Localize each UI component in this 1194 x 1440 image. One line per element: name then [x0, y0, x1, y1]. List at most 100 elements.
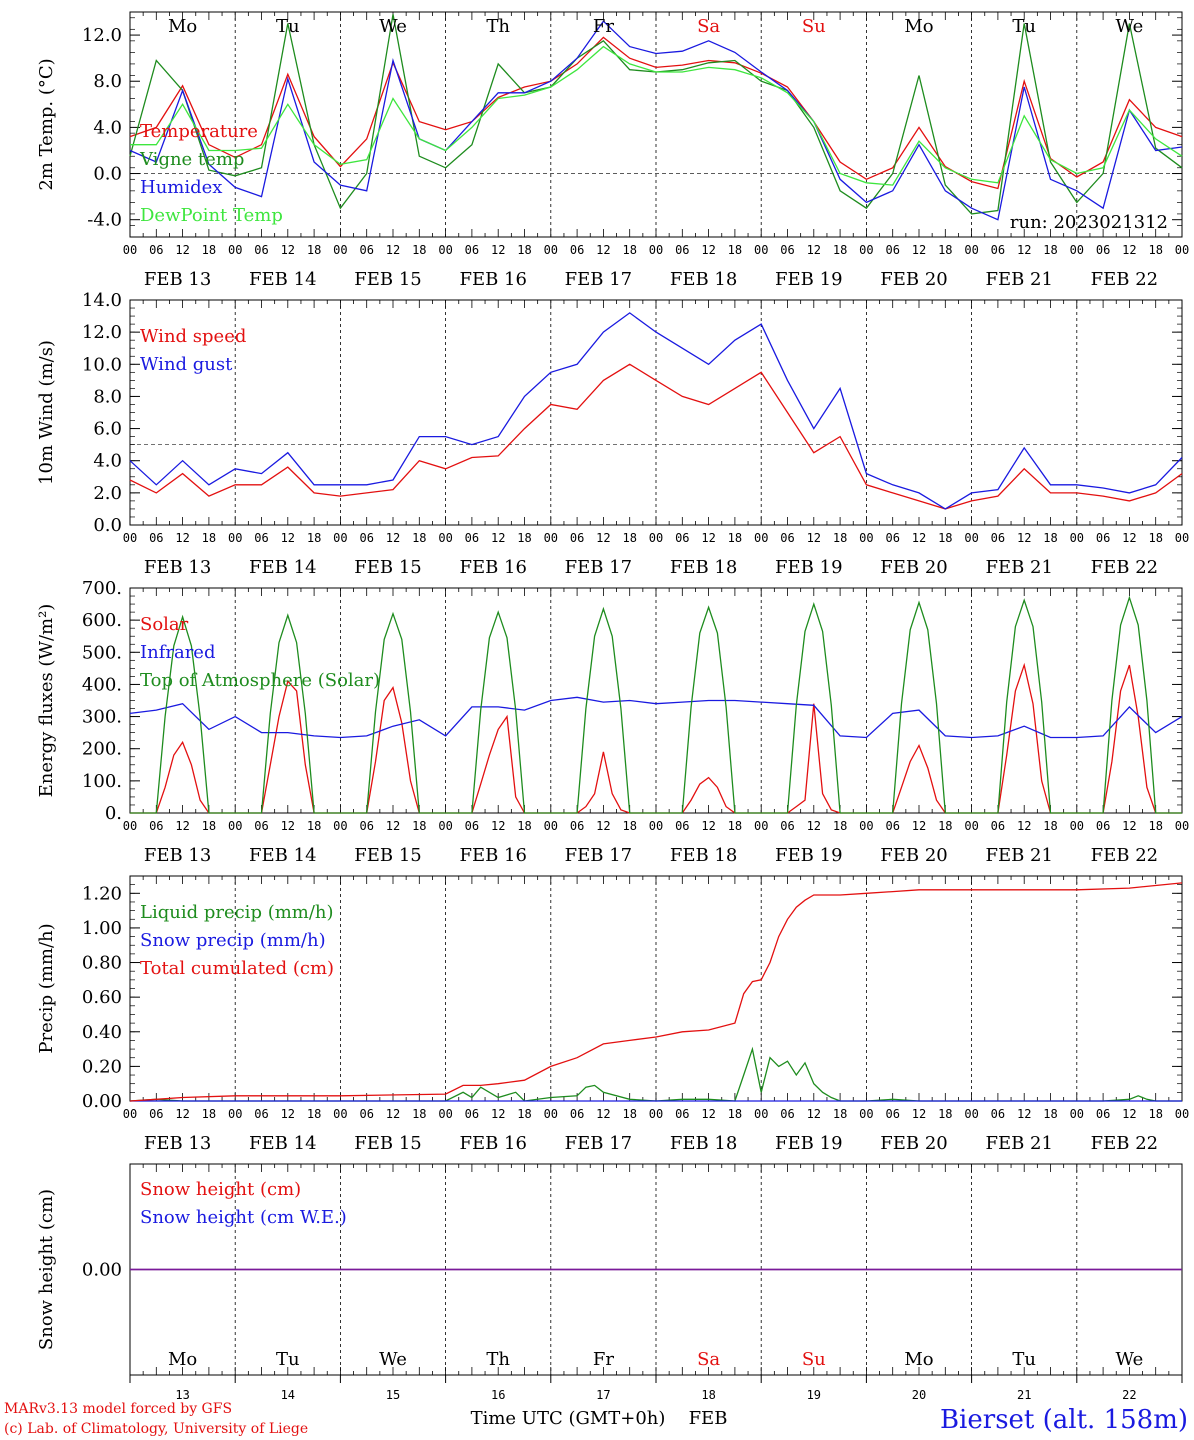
day-number-label: 19 [807, 1388, 821, 1402]
y-tick-label: 1.20 [82, 883, 122, 904]
hour-label: 18 [728, 1107, 742, 1121]
hour-label: 00 [1070, 243, 1084, 257]
y-axis-label: 10m Wind (m/s) [36, 340, 57, 485]
hour-label: 18 [412, 531, 426, 545]
day-name: Tu [1012, 1349, 1036, 1370]
y-tick-label: 400. [82, 674, 122, 695]
y-tick-label: 0.00 [82, 1091, 122, 1112]
panel-3: 0. 100. 200. 300. 400. 500. 600. 700. Energy flu… [36, 578, 1189, 866]
hour-label: 00 [544, 1107, 558, 1121]
hour-label: 12 [701, 531, 715, 545]
hour-label: 12 [912, 1107, 926, 1121]
hour-label: 18 [1043, 1107, 1057, 1121]
hour-label: 06 [675, 1107, 689, 1121]
date-label: FEB 20 [880, 1133, 947, 1154]
hour-label: 00 [123, 243, 137, 257]
date-label: FEB 14 [249, 845, 316, 866]
y-tick-label: 1.00 [82, 918, 122, 939]
hour-label: 18 [202, 243, 216, 257]
day-name: Sa [697, 16, 720, 37]
day-name: Th [486, 1349, 510, 1370]
hour-label: 06 [1096, 243, 1110, 257]
legend-entry: Infrared [140, 642, 215, 663]
date-label: FEB 16 [459, 557, 526, 578]
hour-label: 06 [254, 1107, 268, 1121]
station-name: Bierset (alt. 158m) [940, 1405, 1188, 1435]
date-label: FEB 18 [670, 269, 737, 290]
hour-label: 12 [281, 1107, 295, 1121]
hour-label: 06 [359, 243, 373, 257]
date-label: FEB 22 [1091, 845, 1158, 866]
series-line [130, 595, 1182, 814]
hour-label: 12 [596, 243, 610, 257]
hour-label: 18 [307, 531, 321, 545]
hour-label: 18 [412, 243, 426, 257]
y-tick-label: 200. [82, 739, 122, 760]
hour-label: 12 [807, 531, 821, 545]
hour-label: 12 [596, 1107, 610, 1121]
hour-label: 12 [386, 1107, 400, 1121]
hour-label: 18 [622, 819, 636, 833]
date-label: FEB 22 [1091, 269, 1158, 290]
date-label: FEB 20 [880, 557, 947, 578]
hour-label: 06 [780, 243, 794, 257]
hour-label: 00 [1070, 819, 1084, 833]
hour-label: 00 [438, 243, 452, 257]
hour-label: 18 [938, 243, 952, 257]
day-name: Mo [904, 16, 933, 37]
hour-label: 12 [1122, 819, 1136, 833]
hour-label: 12 [596, 531, 610, 545]
hour-label: 12 [807, 1107, 821, 1121]
day-number-label: 20 [912, 1388, 926, 1402]
hour-label: 06 [465, 819, 479, 833]
hour-label: 12 [912, 819, 926, 833]
hour-label: 12 [912, 243, 926, 257]
hour-label: 12 [807, 819, 821, 833]
hour-label: 00 [333, 243, 347, 257]
series-line [129, 363, 1183, 510]
hour-label: 12 [281, 243, 295, 257]
date-label: FEB 15 [354, 557, 421, 578]
day-name: Sa [697, 1349, 720, 1370]
hour-label: 06 [885, 243, 899, 257]
date-label: FEB 21 [985, 557, 1052, 578]
hour-label: 00 [859, 531, 873, 545]
date-label: FEB 19 [775, 269, 842, 290]
hour-label: 12 [1122, 531, 1136, 545]
y-tick-label: 2.0 [93, 483, 122, 504]
hour-label: 18 [938, 1107, 952, 1121]
day-name: Su [802, 1349, 826, 1370]
hour-label: 00 [228, 531, 242, 545]
hour-label: 18 [307, 1107, 321, 1121]
hour-label: 00 [964, 819, 978, 833]
day-name: Mo [168, 16, 197, 37]
y-tick-label: 14.0 [82, 290, 122, 311]
hour-label: 06 [991, 1107, 1005, 1121]
hour-label: 00 [1070, 531, 1084, 545]
date-label: FEB 14 [249, 269, 316, 290]
hour-label: 06 [675, 243, 689, 257]
day-name: Tu [276, 1349, 300, 1370]
legend-entry: Liquid precip (mm/h) [140, 902, 334, 923]
hour-label: 18 [412, 819, 426, 833]
hour-label: 06 [991, 531, 1005, 545]
hour-label: 00 [1175, 819, 1189, 833]
hour-label: 06 [570, 531, 584, 545]
hour-label: 00 [228, 819, 242, 833]
day-name: Tu [1012, 16, 1036, 37]
hour-label: 00 [754, 1107, 768, 1121]
hour-label: 06 [465, 1107, 479, 1121]
day-number-label: 13 [175, 1388, 189, 1402]
date-label: FEB 16 [459, 845, 526, 866]
hour-label: 06 [570, 243, 584, 257]
hour-label: 06 [675, 819, 689, 833]
hour-label: 12 [281, 531, 295, 545]
hour-label: 06 [570, 819, 584, 833]
legend-entry: Top of Atmosphere (Solar) [140, 670, 380, 691]
date-label: FEB 21 [985, 845, 1052, 866]
hour-label: 00 [649, 531, 663, 545]
hour-label: 18 [728, 819, 742, 833]
hour-label: 18 [1043, 243, 1057, 257]
date-label: FEB 22 [1091, 557, 1158, 578]
